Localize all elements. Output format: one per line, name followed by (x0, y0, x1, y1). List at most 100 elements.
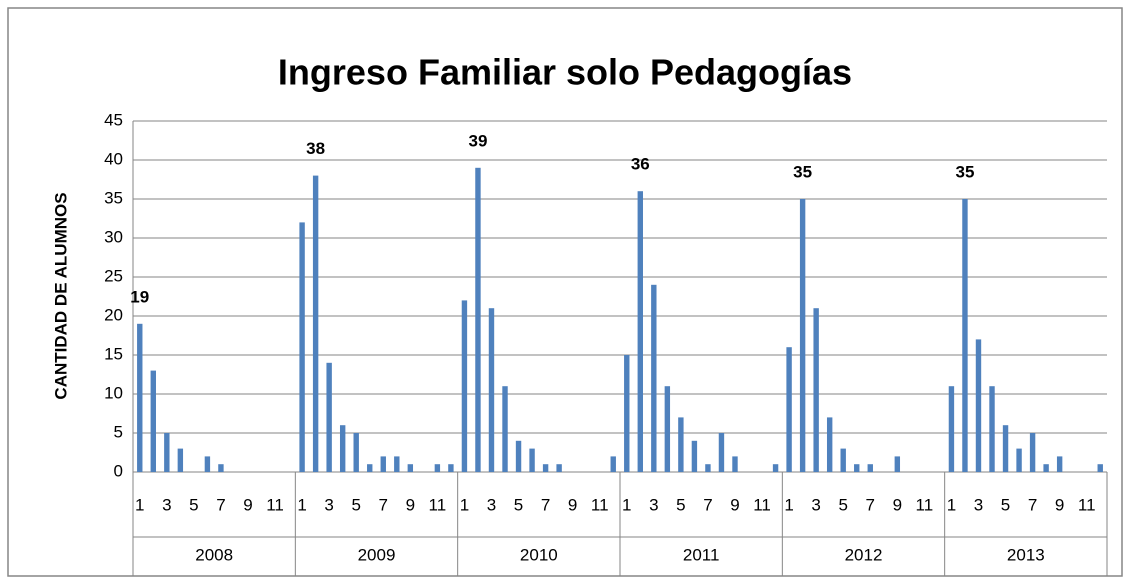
bar (705, 464, 711, 472)
bar (962, 199, 968, 472)
x-tick-label: 3 (974, 495, 983, 514)
x-tick-label: 7 (1028, 495, 1037, 514)
bar (407, 464, 414, 472)
x-tick-label: 11 (429, 495, 447, 514)
bar (894, 456, 901, 472)
bar (434, 464, 441, 472)
x-tick-label: 3 (324, 495, 333, 514)
x-tick-label: 3 (649, 495, 658, 514)
chart-frame (7, 7, 1123, 577)
bar (177, 448, 184, 472)
bar (989, 386, 995, 472)
y-tick-label: 35 (104, 188, 123, 207)
bar (204, 456, 211, 472)
y-tick-label: 40 (104, 149, 123, 168)
x-tick-label: 9 (730, 495, 739, 514)
bar (299, 222, 305, 472)
bar (610, 456, 616, 472)
bar (637, 191, 643, 472)
bar (339, 425, 346, 472)
x-tick-label: 7 (379, 495, 388, 514)
chart-title: Ingreso Familiar solo Pedagogías (278, 52, 852, 93)
bar (475, 167, 481, 473)
x-tick-label: 11 (591, 495, 609, 514)
y-tick-label: 45 (104, 110, 123, 129)
x-tick-label: 3 (487, 495, 496, 514)
bar (461, 300, 468, 472)
bar (1029, 433, 1036, 472)
x-tick-label: 9 (568, 495, 577, 514)
x-tick-label: 11 (916, 495, 934, 514)
bar (353, 433, 359, 472)
bar (678, 417, 684, 472)
bar (367, 464, 373, 472)
bar (218, 464, 224, 472)
x-tick-label: 5 (351, 495, 360, 514)
x-tick-label: 9 (243, 495, 252, 514)
bar (1002, 425, 1009, 472)
bar (826, 417, 833, 472)
bar (718, 433, 725, 472)
bar (1097, 464, 1103, 472)
x-tick-label: 1 (947, 495, 956, 514)
data-label: 35 (793, 162, 812, 181)
bar (691, 440, 698, 472)
group-label: 2013 (1007, 545, 1045, 564)
x-tick-label: 7 (541, 495, 550, 514)
x-tick-label: 1 (297, 495, 306, 514)
bar (137, 323, 143, 472)
bar (840, 448, 846, 472)
bar (380, 456, 386, 472)
x-tick-label: 5 (514, 495, 523, 514)
data-label: 39 (468, 131, 487, 150)
bar (732, 456, 738, 472)
bar (854, 464, 860, 472)
bar (312, 175, 319, 472)
data-label: 38 (306, 139, 325, 158)
x-tick-label: 1 (784, 495, 793, 514)
x-tick-label: 5 (838, 495, 847, 514)
bar (772, 464, 779, 472)
x-tick-label: 7 (703, 495, 712, 514)
group-label: 2010 (520, 545, 558, 564)
x-tick-label: 9 (1055, 495, 1064, 514)
bar (448, 464, 454, 472)
x-tick-label: 3 (811, 495, 820, 514)
bar (556, 464, 562, 472)
bar (813, 308, 819, 472)
bar (1043, 464, 1049, 472)
x-tick-label: 1 (135, 495, 144, 514)
x-tick-label: 5 (1001, 495, 1010, 514)
x-tick-label: 7 (216, 495, 225, 514)
y-tick-label: 25 (104, 266, 123, 285)
bar (542, 464, 549, 472)
x-tick-label: 1 (622, 495, 631, 514)
data-label: 19 (130, 287, 149, 306)
y-axis-label: CANTIDAD DE ALUMNOS (51, 192, 70, 399)
x-tick-label: 11 (266, 495, 284, 514)
bar (488, 308, 495, 472)
bar (867, 464, 873, 472)
bar (799, 199, 806, 472)
bar (1016, 448, 1022, 472)
bar (651, 284, 657, 472)
y-tick-label: 20 (104, 305, 123, 324)
x-tick-label: 5 (676, 495, 685, 514)
x-tick-label: 11 (753, 495, 771, 514)
data-label: 35 (955, 162, 974, 181)
group-label: 2011 (683, 545, 720, 564)
y-tick-label: 30 (104, 227, 123, 246)
y-tick-label: 0 (114, 461, 123, 480)
x-tick-label: 11 (1078, 495, 1096, 514)
bar (502, 386, 508, 472)
group-label: 2008 (195, 545, 233, 564)
y-tick-label: 5 (114, 422, 123, 441)
bar (664, 386, 671, 472)
bar (624, 355, 630, 472)
bar (948, 386, 955, 472)
x-tick-label: 5 (189, 495, 198, 514)
y-tick-label: 10 (104, 383, 123, 402)
bar (786, 347, 792, 472)
